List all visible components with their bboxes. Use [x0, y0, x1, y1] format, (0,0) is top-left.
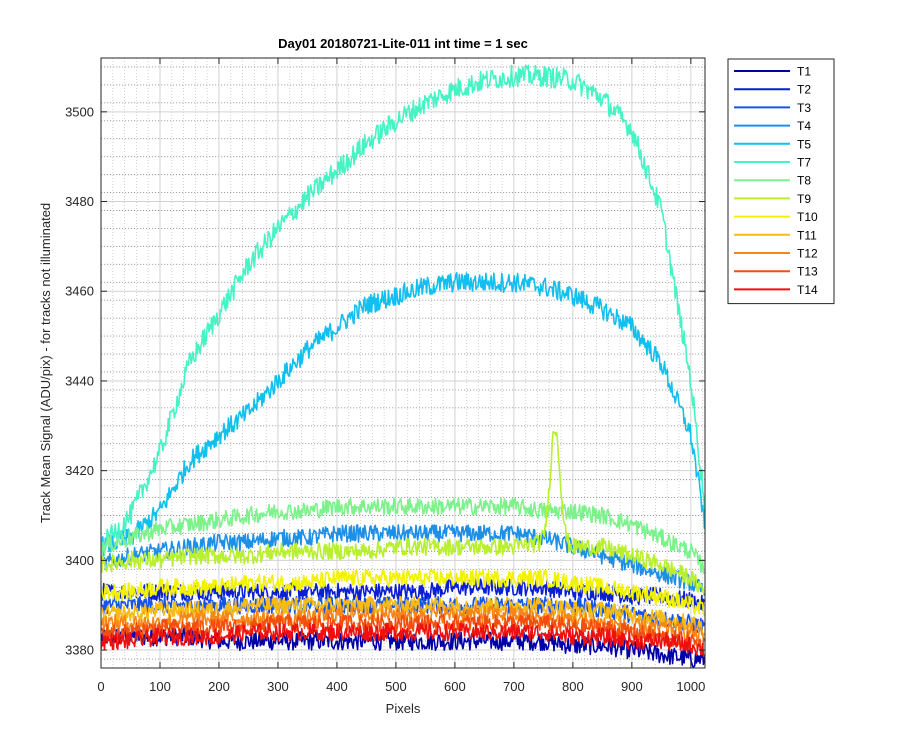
x-tick-label: 400 — [326, 679, 348, 694]
series-layer — [101, 64, 705, 668]
y-tick-label: 3460 — [65, 284, 94, 299]
x-tick-label: 800 — [562, 679, 584, 694]
legend-label-t11: T11 — [797, 228, 817, 242]
series-line-t5 — [101, 272, 705, 557]
x-tick-label: 600 — [444, 679, 466, 694]
series-line-t14 — [101, 622, 705, 658]
y-tick-label: 3420 — [65, 463, 94, 478]
legend-label-t12: T12 — [797, 247, 818, 261]
legend-label-t13: T13 — [797, 265, 818, 279]
axes-background — [101, 58, 705, 668]
legend-box — [727, 58, 835, 305]
y-axis-title: Track Mean Signal (ADU/pix) - for tracks… — [38, 203, 53, 523]
y-tick-label: 3440 — [65, 373, 94, 388]
legend: T1 T2 T3 T4 T5 T7 T8 T9 T10 T11 T12 T13 T14 — [727, 58, 835, 305]
x-axis-title: Pixels — [386, 701, 421, 716]
plot-area: 0 100 200 300 400 500 600 700 800 900 1000 3380 3400… — [65, 57, 706, 694]
ticks — [100, 58, 705, 668]
axes-frame — [100, 57, 706, 669]
series-line-t2 — [101, 578, 705, 611]
x-tick-label: 200 — [208, 679, 230, 694]
series-line-t7 — [101, 64, 705, 554]
y-tick-label: 3480 — [65, 194, 94, 209]
x-tick-label: 900 — [621, 679, 643, 694]
x-tick-label: 0 — [97, 679, 104, 694]
tick-labels: 0 100 200 300 400 500 600 700 800 900 1000 3380 3400… — [65, 104, 705, 694]
y-tick-label: 3500 — [65, 104, 94, 119]
legend-label-t10: T10 — [797, 210, 818, 224]
legend-label-t8: T8 — [797, 174, 811, 188]
x-tick-label: 700 — [503, 679, 525, 694]
legend-label-t5: T5 — [797, 137, 811, 151]
x-tick-label: 1000 — [676, 679, 705, 694]
chart-title: Day01 20180721-Lite-011 int time = 1 sec — [278, 36, 528, 51]
y-tick-label: 3380 — [65, 643, 94, 658]
legend-label-t9: T9 — [797, 192, 811, 206]
legend-label-t3: T3 — [797, 101, 811, 115]
legend-label-t2: T2 — [797, 83, 811, 97]
series-line-t10 — [101, 569, 705, 617]
x-tick-label: 300 — [267, 679, 289, 694]
series-line-t9 — [101, 430, 705, 595]
x-tick-label: 100 — [149, 679, 171, 694]
x-tick-label: 500 — [385, 679, 407, 694]
series-line-t8 — [101, 497, 705, 575]
series-line-t3 — [101, 595, 705, 635]
series-line-t13 — [101, 613, 705, 654]
legend-label-t4: T4 — [797, 119, 811, 133]
legend-label-t7: T7 — [797, 156, 811, 170]
legend-label-t1: T1 — [797, 65, 811, 79]
y-tick-label: 3400 — [65, 553, 94, 568]
legend-label-t14: T14 — [797, 283, 818, 297]
